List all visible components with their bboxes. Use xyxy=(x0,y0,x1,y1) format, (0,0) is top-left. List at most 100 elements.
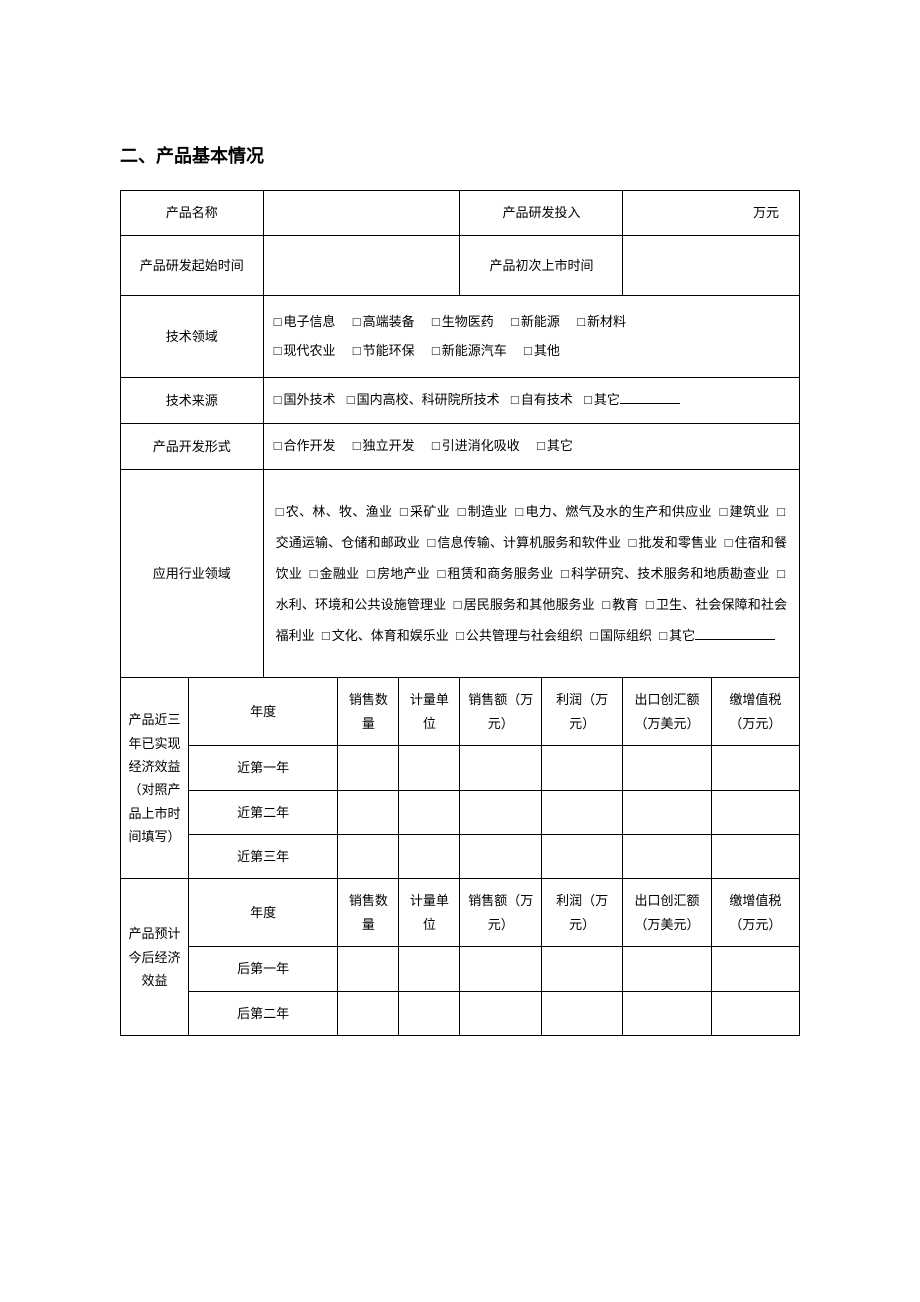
opt-dev-1[interactable]: □独立开发 xyxy=(353,432,415,461)
opt-src-2[interactable]: □自有技术 xyxy=(511,386,573,415)
cell[interactable] xyxy=(711,991,799,1035)
past-year-1: 近第一年 xyxy=(188,746,337,790)
cell[interactable] xyxy=(623,991,711,1035)
cell[interactable] xyxy=(711,790,799,834)
opt-app-10[interactable]: □房地产业 xyxy=(367,566,430,581)
opt-app-3[interactable]: □电力、燃气及水的生产和供应业 xyxy=(515,504,712,519)
opt-app-9[interactable]: □金融业 xyxy=(310,566,360,581)
cell[interactable] xyxy=(338,790,399,834)
col-export: 出口创汇额（万美元） xyxy=(623,678,711,746)
section-title: 二、产品基本情况 xyxy=(120,140,800,172)
cell[interactable] xyxy=(623,746,711,790)
opt-app-7[interactable]: □批发和零售业 xyxy=(629,535,718,550)
past-year-2: 近第二年 xyxy=(188,790,337,834)
col-sales-amt: 销售额（万元） xyxy=(460,678,541,746)
value-first-launch[interactable] xyxy=(623,235,800,295)
opt-app-12[interactable]: □科学研究、技术服务和地质勘查业 xyxy=(561,566,770,581)
blank-line[interactable] xyxy=(695,627,775,640)
past-row-3: 近第三年 xyxy=(121,835,800,879)
opt-app-4[interactable]: □建筑业 xyxy=(719,504,769,519)
opt-tech-1[interactable]: □高端装备 xyxy=(353,308,415,337)
cell[interactable] xyxy=(399,991,460,1035)
opt-app-6[interactable]: □信息传输、计算机服务和软件业 xyxy=(427,535,621,550)
opt-app-15[interactable]: □教育 xyxy=(602,597,638,612)
col-export: 出口创汇额（万美元） xyxy=(623,879,711,947)
cell[interactable] xyxy=(623,790,711,834)
label-rd-start: 产品研发起始时间 xyxy=(121,235,264,295)
col-vat: 缴增值税（万元） xyxy=(711,678,799,746)
opt-dev-0[interactable]: □合作开发 xyxy=(274,432,336,461)
cell[interactable] xyxy=(460,746,541,790)
cell[interactable] xyxy=(541,835,622,879)
opt-tech-0[interactable]: □电子信息 xyxy=(274,308,336,337)
col-vat: 缴增值税（万元） xyxy=(711,879,799,947)
cell[interactable] xyxy=(338,835,399,879)
label-future-benefit: 产品预计今后经济效益 xyxy=(121,879,189,1036)
opt-dev-3[interactable]: □其它 xyxy=(537,432,573,461)
opt-app-11[interactable]: □租赁和商务服务业 xyxy=(437,566,553,581)
label-tech-source: 技术来源 xyxy=(121,378,264,424)
cell[interactable] xyxy=(338,991,399,1035)
col-profit: 利润（万元） xyxy=(541,678,622,746)
opt-app-1[interactable]: □采矿业 xyxy=(400,504,450,519)
opt-tech-2[interactable]: □生物医药 xyxy=(432,308,494,337)
cell[interactable] xyxy=(711,835,799,879)
label-rd-investment: 产品研发投入 xyxy=(460,191,623,235)
cell[interactable] xyxy=(338,746,399,790)
product-info-table: 产品名称 产品研发投入 万元 产品研发起始时间 产品初次上市时间 技术领域 □电… xyxy=(120,190,800,1036)
past-row-2: 近第二年 xyxy=(121,790,800,834)
future-row-1: 后第一年 xyxy=(121,947,800,991)
opt-tech-5[interactable]: □现代农业 xyxy=(274,337,336,366)
value-product-name[interactable] xyxy=(263,191,460,235)
cell[interactable] xyxy=(460,835,541,879)
opt-tech-3[interactable]: □新能源 xyxy=(511,308,560,337)
value-rd-investment[interactable]: 万元 xyxy=(623,191,800,235)
opt-tech-6[interactable]: □节能环保 xyxy=(353,337,415,366)
cell[interactable] xyxy=(460,991,541,1035)
label-dev-form: 产品开发形式 xyxy=(121,423,264,469)
tech-source-options-cell[interactable]: □国外技术 □国内高校、科研院所技术 □自有技术 □其它 xyxy=(263,378,799,424)
cell[interactable] xyxy=(541,947,622,991)
opt-src-3[interactable]: □其它 xyxy=(584,386,680,415)
cell[interactable] xyxy=(399,835,460,879)
opt-tech-4[interactable]: □新材料 xyxy=(577,308,626,337)
cell[interactable] xyxy=(541,991,622,1035)
opt-app-17[interactable]: □文化、体育和娱乐业 xyxy=(322,628,449,643)
cell[interactable] xyxy=(460,790,541,834)
opt-dev-2[interactable]: □引进消化吸收 xyxy=(432,432,520,461)
col-year: 年度 xyxy=(188,879,337,947)
cell[interactable] xyxy=(623,947,711,991)
dev-form-options-cell[interactable]: □合作开发 □独立开发 □引进消化吸收 □其它 xyxy=(263,423,799,469)
col-unit: 计量单位 xyxy=(399,678,460,746)
opt-app-19[interactable]: □国际组织 xyxy=(590,628,652,643)
cell[interactable] xyxy=(399,947,460,991)
opt-app-14[interactable]: □居民服务和其他服务业 xyxy=(454,597,595,612)
opt-tech-8[interactable]: □其他 xyxy=(524,337,560,366)
app-field-options-cell[interactable]: □农、林、牧、渔业 □采矿业 □制造业 □电力、燃气及水的生产和供应业 □建筑业… xyxy=(263,469,799,678)
opt-tech-7[interactable]: □新能源汽车 xyxy=(432,337,507,366)
col-year: 年度 xyxy=(188,678,337,746)
cell[interactable] xyxy=(711,746,799,790)
cell[interactable] xyxy=(711,947,799,991)
cell[interactable] xyxy=(399,746,460,790)
cell[interactable] xyxy=(399,790,460,834)
cell[interactable] xyxy=(338,947,399,991)
value-rd-start[interactable] xyxy=(263,235,460,295)
opt-app-0[interactable]: □农、林、牧、渔业 xyxy=(276,504,393,519)
cell[interactable] xyxy=(541,746,622,790)
blank-line[interactable] xyxy=(620,391,680,404)
cell[interactable] xyxy=(623,835,711,879)
label-past-benefit: 产品近三年已实现经济效益（对照产品上市时间填写） xyxy=(121,678,189,879)
col-sales-qty: 销售数量 xyxy=(338,678,399,746)
cell[interactable] xyxy=(541,790,622,834)
cell[interactable] xyxy=(460,947,541,991)
label-tech-field: 技术领域 xyxy=(121,296,264,378)
tech-field-options-cell[interactable]: □电子信息 □高端装备 □生物医药 □新能源 □新材料 □现代农业 □节能环保 … xyxy=(263,296,799,378)
opt-src-1[interactable]: □国内高校、科研院所技术 xyxy=(347,386,500,415)
past-year-3: 近第三年 xyxy=(188,835,337,879)
opt-app-20[interactable]: □其它 xyxy=(659,628,775,643)
col-sales-qty: 销售数量 xyxy=(338,879,399,947)
opt-app-18[interactable]: □公共管理与社会组织 xyxy=(456,628,583,643)
opt-app-2[interactable]: □制造业 xyxy=(458,504,508,519)
opt-src-0[interactable]: □国外技术 xyxy=(274,386,336,415)
